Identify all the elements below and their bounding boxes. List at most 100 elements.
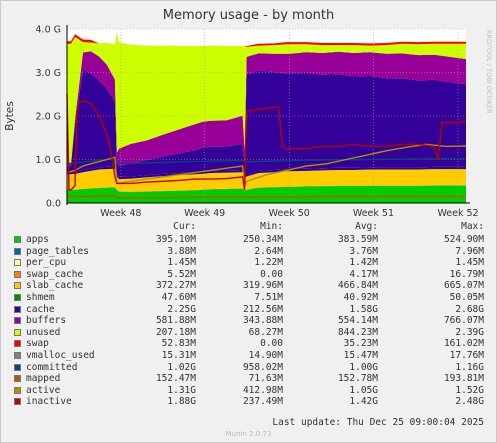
legend-value-cur: 15.31M — [161, 350, 196, 361]
legend-swatch — [14, 375, 21, 383]
line-active — [66, 143, 467, 189]
legend-value-cur: 1.31G — [167, 384, 196, 396]
legend-value-min: 343.88M — [242, 315, 283, 327]
legend-value-max: 17.76M — [449, 350, 484, 361]
legend-value-avg: 35.23M — [343, 338, 378, 350]
legend-name: buffers — [26, 315, 67, 327]
y-tick-label: 3.0 G — [36, 68, 62, 79]
legend-value-cur: 581.88M — [155, 315, 196, 327]
legend-name: shmem — [26, 292, 55, 303]
chart-title: Memory usage - by month — [162, 8, 335, 23]
legend-name: apps — [26, 234, 49, 245]
legend-value-min: 7.51M — [254, 292, 283, 303]
y-tick-label: 4.0 G — [36, 25, 62, 36]
legend-name: per_cpu — [26, 257, 67, 269]
legend-value-avg: 1.58G — [349, 303, 378, 315]
area-swap — [67, 32, 466, 47]
legend-value-min: 71.63M — [248, 373, 283, 385]
legend-value-max: 1.52G — [455, 384, 484, 396]
legend-row-vmalloc_used: vmalloc_used 15.31M 14.90M 15.47M 17.76M — [0, 350, 497, 362]
legend-value-max: 665.07M — [443, 280, 484, 292]
legend-value-cur: 1.88G — [167, 396, 196, 408]
legend-row-slab_cache: slab_cache 372.27M 319.96M 466.84M 665.07M — [0, 280, 497, 292]
legend-name: slab_cache — [26, 280, 84, 292]
legend-value-cur: 372.27M — [155, 280, 196, 292]
legend-value-min: 250.34M — [242, 234, 283, 245]
legend-value-avg: 152.78M — [337, 373, 378, 385]
legend-value-avg: 1.05G — [349, 384, 378, 396]
legend-row-apps: apps 395.10M 250.34M 383.59M 524.90M — [0, 234, 497, 246]
legend-value-cur: 52.83M — [161, 338, 196, 350]
legend-row-page_tables: page_tables 3.88M 2.64M 3.76M 7.96M — [0, 246, 497, 258]
x-tick-label: Week 49 — [184, 208, 225, 219]
legend-name: cache — [26, 303, 55, 315]
legend-value-avg: 3.76M — [349, 245, 378, 257]
legend-value-cur: 1.45M — [167, 257, 196, 269]
legend-name: committed — [26, 361, 78, 373]
legend-swatch — [14, 340, 21, 348]
legend-row-per_cpu: per_cpu 1.45M 1.22M 1.42M 1.45M — [0, 257, 497, 269]
legend-swatch — [14, 305, 21, 313]
y-tick-label: 0.0 — [46, 199, 61, 210]
area-shmem — [67, 166, 466, 180]
legend-value-cur: 395.10M — [155, 234, 196, 245]
legend-row-swap_cache: swap_cache 5.52M 0.00 4.17M 16.79M — [0, 269, 497, 281]
legend-name: swap_cache — [26, 268, 84, 280]
y-tick-label: 2.0 G — [36, 112, 62, 123]
y-tick-label: 1.0 G — [36, 155, 62, 166]
legend-name: inactive — [26, 396, 72, 408]
legend-value-avg: 844.23M — [337, 326, 378, 338]
rrdtool-credit: RRDTOOL / TOBI OETIKER — [485, 30, 493, 114]
legend-value-min: 0.00 — [260, 268, 283, 280]
legend-swatch — [14, 270, 21, 278]
legend-value-avg: 1.42M — [349, 257, 378, 269]
legend-row-shmem: shmem 47.60M 7.51M 40.92M 50.05M — [0, 292, 497, 304]
legend-value-max: 7.96M — [455, 245, 484, 257]
legend-swatch — [14, 363, 21, 371]
legend-value-min: 319.96M — [242, 280, 283, 292]
legend-value-max: 193.81M — [443, 373, 484, 385]
legend-value-min: 14.90M — [248, 350, 283, 361]
legend-value-min: 1.22M — [254, 257, 283, 269]
area-unused — [67, 32, 466, 166]
line-inactive — [66, 94, 467, 191]
legend-value-cur: 47.60M — [161, 292, 196, 303]
legend-swatch — [14, 282, 21, 290]
legend-value-avg: 1.00G — [349, 361, 378, 373]
legend-value-max: 766.07M — [443, 315, 484, 327]
chart-plot: 0.0 1.0 G 2.0 G 3.0 G 4.0 G Week 48 Week 49 Wee… — [4, 25, 493, 220]
legend-header-avg: Avg: — [355, 221, 378, 232]
legend-value-avg: 1.42G — [349, 396, 378, 408]
legend-value-avg: 15.47M — [343, 350, 378, 361]
legend-value-cur: 5.52M — [167, 268, 196, 280]
legend-swatch — [14, 259, 21, 267]
legend-row-active: active 1.31G 412.98M 1.05G 1.52G — [0, 385, 497, 397]
legend-value-cur: 152.47M — [155, 373, 196, 385]
legend-swatch — [14, 247, 21, 255]
legend-value-max: 50.05M — [449, 292, 484, 303]
legend-value-min: 0.00 — [260, 338, 283, 350]
legend-value-max: 2.48G — [455, 396, 484, 408]
x-tick-label: Week 48 — [100, 208, 141, 219]
legend-row-buffers: buffers 581.88M 343.88M 554.14M 766.07M — [0, 315, 497, 327]
legend-row-swap: swap 52.83M 0.00 35.23M 161.02M — [0, 338, 497, 350]
legend-row-committed: committed 1.02G 958.02M 1.00G 1.16G — [0, 362, 497, 374]
legend-value-cur: 3.88M — [167, 245, 196, 257]
legend-value-avg: 383.59M — [337, 234, 378, 245]
legend-swatch — [14, 352, 21, 359]
last-update-text: Last update: Thu Dec 25 09:00:04 2025 — [272, 417, 484, 428]
legend-name: page_tables — [26, 245, 89, 257]
legend-swatch — [14, 236, 21, 243]
legend-value-max: 161.02M — [443, 338, 484, 350]
area-buffers — [67, 51, 466, 168]
area-apps — [67, 185, 466, 203]
legend-value-min: 237.49M — [242, 396, 283, 408]
legend-swatch — [14, 317, 21, 325]
legend-value-avg: 4.17M — [349, 268, 378, 280]
legend-swatch — [14, 294, 21, 301]
legend-row-inactive: inactive 1.88G 237.49M 1.42G 2.48G — [0, 396, 497, 408]
legend-name: swap — [26, 338, 49, 350]
legend-swatch — [14, 328, 21, 336]
legend-value-max: 2.68G — [455, 303, 484, 315]
legend-name: vmalloc_used — [26, 350, 95, 361]
